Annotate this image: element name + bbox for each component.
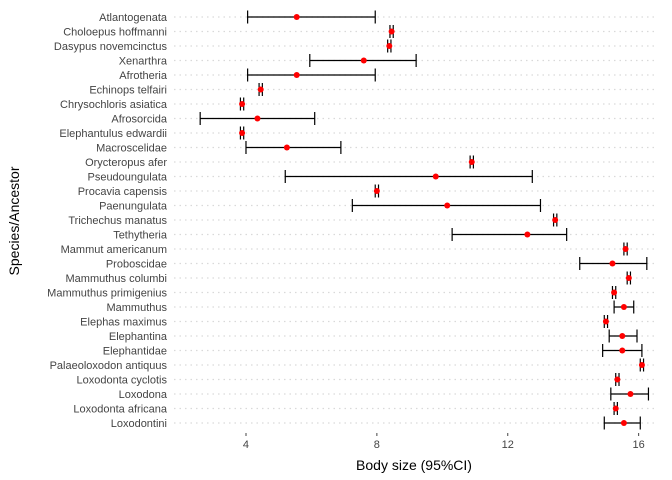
data-point [293,72,300,78]
y-tick-label: Elephantidae [103,346,167,358]
data-point [386,43,393,49]
data-point [432,173,439,180]
data-point [283,144,290,151]
x-axis-title: Body size (95%CI) [356,457,472,473]
y-tick-label: Dasypus novemcinctus [54,41,168,53]
data-point [254,115,261,122]
data-point [609,260,616,267]
data-point [239,101,246,107]
data-point [627,391,634,397]
y-tick-label: Echinops telfairi [89,85,167,97]
y-tick-label: Xenarthra [119,56,168,68]
x-tick-label: 4 [243,439,249,451]
data-point [444,202,451,209]
y-tick-label: Loxodonta africana [73,404,167,416]
data-point [524,231,531,238]
data-point [625,275,632,281]
y-axis-title: Species/Ancestor [6,166,22,275]
error-bar [284,170,533,183]
y-tick-label: Elephas maximus [80,317,167,329]
x-tick-label: 12 [502,439,514,451]
x-tick-label: 16 [633,439,645,451]
data-point [602,318,609,325]
data-point [257,86,264,93]
data-point [638,362,645,368]
points [239,14,645,426]
gridlines [174,16,655,424]
y-tick-label: Loxodontini [111,418,167,430]
data-point [622,246,629,252]
y-axis-labels: Atlantogenata Choloepus hoffmanni Dasypus … [47,12,168,430]
y-tick-label: Chrysochloris asiatica [60,99,168,111]
y-tick-label: Tethytheria [113,230,168,242]
data-point [614,376,621,383]
y-tick-label: Paenungulata [99,201,168,213]
x-axis-ticks: 4 8 12 16 [243,433,645,451]
y-tick-label: Proboscidae [106,259,167,271]
data-point [612,405,619,412]
y-tick-label: Elephantulus edwardii [59,128,167,140]
y-tick-label: Pseudoungulata [87,172,167,184]
y-tick-label: Loxodona [119,389,168,401]
y-tick-label: Mammuthus primigenius [47,288,167,300]
data-point [620,420,627,426]
y-tick-label: Mammuthus [106,302,167,314]
y-tick-label: Choloepus hoffmanni [63,27,167,39]
data-point [552,217,559,223]
data-point [373,188,380,194]
y-tick-label: Palaeoloxodon antiquus [50,360,168,372]
y-tick-label: Orycteropus afer [85,157,167,169]
data-point [468,159,475,165]
y-tick-label: Trichechus manatus [68,215,167,227]
error-bar [245,141,342,154]
y-tick-label: Macroscelidae [96,143,167,155]
data-point [239,130,246,136]
data-point [293,14,300,20]
y-tick-label: Afrosorcida [111,114,168,126]
y-tick-label: Atlantogenata [99,12,168,24]
data-point [388,28,395,35]
y-tick-label: Procavia capensis [78,186,168,198]
error-bar [247,10,376,24]
error-bar [247,68,376,82]
y-tick-label: Mammuthus columbi [66,273,167,285]
data-point [360,57,367,64]
data-point [611,289,618,296]
x-tick-label: 8 [374,439,380,451]
data-point [619,333,626,339]
y-tick-label: Mammut americanum [61,244,167,256]
error-bar [451,228,568,241]
data-point [620,304,627,310]
y-tick-label: Afrotheria [119,70,168,82]
data-point [619,347,626,354]
y-tick-label: Elephantina [109,331,168,343]
y-tick-label: Loxodonta cyclotis [77,375,168,387]
